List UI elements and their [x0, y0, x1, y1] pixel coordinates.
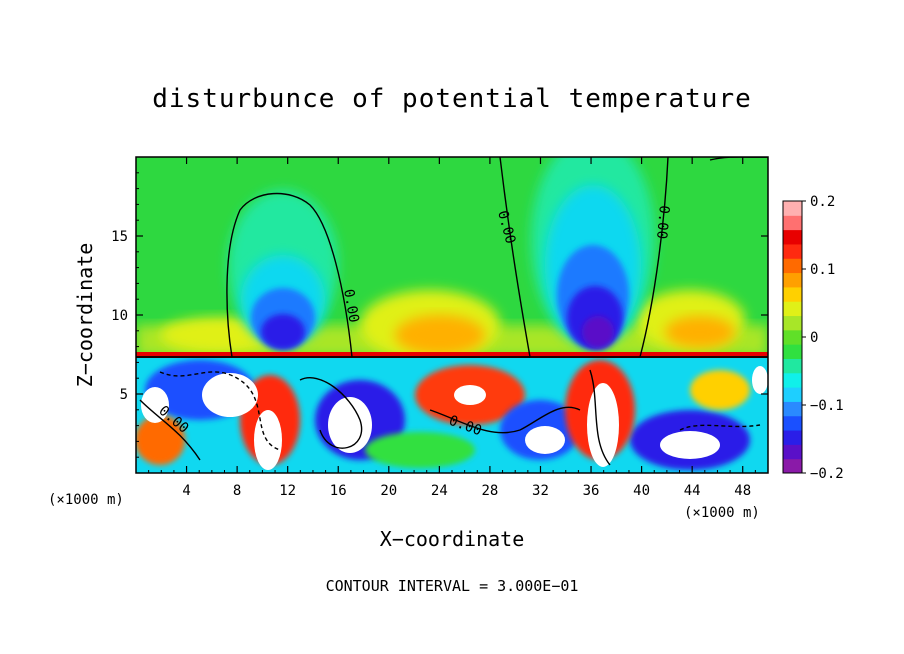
colorbar-swatch	[783, 286, 802, 302]
colorbar-swatch	[783, 329, 802, 345]
colorbar-tick-label: 0	[810, 330, 818, 346]
colorbar-swatch	[783, 415, 802, 431]
colorbar	[783, 201, 802, 474]
colorbar-swatch	[783, 458, 802, 474]
colorbar-swatch	[783, 444, 802, 460]
colorbar-tick-label: −0.1	[810, 398, 844, 414]
colorbar-tick-label: 0.2	[810, 194, 835, 210]
y-axis-ticks: 5 10 15	[111, 172, 768, 458]
lower-contour-4	[589, 369, 611, 466]
x-tick-label: 16	[330, 483, 347, 499]
colorbar-swatch	[783, 229, 802, 245]
x-tick-label: 24	[431, 483, 448, 499]
zero-contour-plume-3	[639, 157, 669, 358]
x-tick-label: 48	[734, 483, 751, 499]
x-axis-title: X−coordinate	[380, 527, 525, 551]
contour-lines	[136, 157, 768, 466]
colorbar-swatch	[783, 344, 802, 359]
colorbar-swatch	[783, 243, 802, 259]
colorbar-swatch	[783, 272, 802, 288]
x-tick-label: 32	[532, 483, 549, 499]
colorbar-swatch	[783, 387, 802, 402]
y-tick-label: 5	[120, 387, 128, 403]
lower-contour-2	[299, 377, 363, 449]
colorbar-ticks: 0.2 0.1 0 −0.1 −0.2	[802, 194, 844, 482]
colorbar-swatch	[783, 215, 802, 231]
colorbar-swatch	[783, 315, 802, 331]
x-tick-label: 44	[684, 483, 701, 499]
x-axis-ticks: 4 8 12 16 20 24 28 32 36 40 44 48	[148, 157, 756, 499]
zero-contour-plume-1	[226, 192, 353, 358]
colorbar-swatch	[783, 372, 802, 388]
contour-label: 0.00	[653, 205, 672, 240]
colorbar-swatch	[783, 301, 802, 317]
lower-contour-6	[139, 399, 201, 461]
x-tick-label: 40	[633, 483, 650, 499]
y-tick-label: 10	[111, 308, 128, 324]
colorbar-swatch	[783, 358, 802, 374]
y-axis-title: Z−coordinate	[73, 243, 97, 388]
colorbar-swatch	[783, 430, 802, 445]
chart-title: disturbunce of potential temperature	[152, 84, 752, 114]
colorbar-swatch	[783, 258, 802, 274]
lower-contour-5	[679, 424, 761, 431]
x-tick-label: 20	[380, 483, 397, 499]
x-tick-label: 4	[182, 483, 190, 499]
x-unit-left: (×1000 m)	[48, 492, 124, 508]
lower-contour-1	[159, 371, 281, 451]
colorbar-tick-label: 0.1	[810, 262, 835, 278]
lower-contour-3	[429, 406, 581, 434]
contour-interval-note: CONTOUR INTERVAL = 3.000E−01	[325, 577, 579, 595]
x-tick-label: 12	[279, 483, 296, 499]
contour-label: 0.00	[340, 288, 362, 324]
colorbar-swatch	[783, 401, 802, 417]
x-tick-label: 36	[583, 483, 600, 499]
colorbar-tick-label: −0.2	[810, 466, 844, 482]
colorbar-swatch	[783, 201, 802, 216]
y-tick-label: 15	[111, 229, 128, 245]
heatmap-field	[136, 157, 768, 473]
x-unit-right: (×1000 m)	[684, 505, 760, 521]
x-tick-label: 28	[481, 483, 498, 499]
x-tick-label: 8	[233, 483, 241, 499]
